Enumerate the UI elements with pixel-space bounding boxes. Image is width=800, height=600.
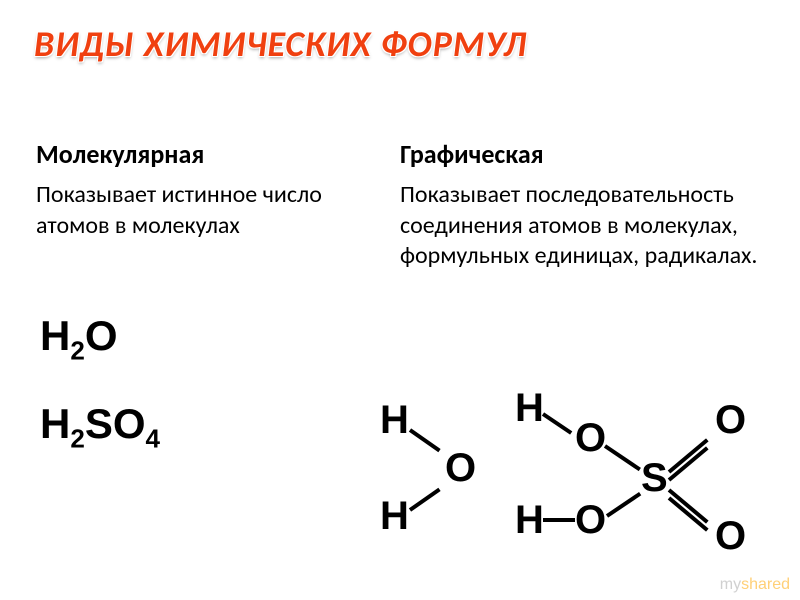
atom-label: H	[380, 496, 409, 536]
atom-label: O	[715, 516, 746, 556]
formula-h2o: H2O	[40, 312, 118, 366]
bond	[606, 492, 641, 518]
watermark: myshared	[720, 576, 790, 594]
bond	[409, 488, 441, 512]
desc-molecular: Показывает истинное число атомов в молек…	[36, 180, 396, 241]
bond	[668, 438, 709, 473]
atom-label: H	[515, 388, 544, 428]
bond	[543, 518, 575, 522]
heading-graphical: Графическая	[400, 138, 770, 170]
atom-label: H	[515, 500, 544, 540]
bond	[542, 412, 572, 434]
atom-label: O	[445, 448, 476, 488]
column-graphical: Графическая Показывает последовательност…	[400, 138, 770, 272]
atom-label: O	[575, 418, 606, 458]
column-molecular: Молекулярная Показывает истинное число а…	[36, 138, 396, 241]
formula-h2so4: H2SO4	[40, 400, 160, 454]
desc-graphical: Показывает последовательность соединения…	[400, 180, 770, 272]
page-title: Виды химических формул	[34, 22, 527, 66]
atom-label: O	[575, 500, 606, 540]
atom-label: O	[715, 400, 746, 440]
watermark-pre: my	[720, 576, 741, 593]
bond	[604, 444, 641, 471]
bond	[668, 496, 709, 531]
heading-molecular: Молекулярная	[36, 138, 396, 170]
bond	[409, 428, 441, 452]
watermark-accent: shared	[741, 576, 790, 593]
bond	[668, 488, 709, 523]
atom-label: S	[641, 458, 668, 498]
atom-label: H	[380, 400, 409, 440]
